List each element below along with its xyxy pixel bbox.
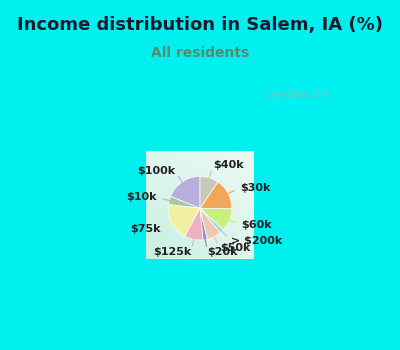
Text: All residents: All residents [151, 46, 249, 60]
Wedge shape [200, 208, 223, 233]
Text: > $200k: > $200k [231, 236, 282, 246]
Text: $75k: $75k [130, 224, 160, 234]
Wedge shape [170, 176, 200, 208]
Wedge shape [168, 205, 200, 236]
Text: $40k: $40k [213, 161, 244, 170]
Wedge shape [200, 208, 207, 240]
Text: $100k: $100k [137, 166, 175, 176]
Wedge shape [185, 208, 203, 240]
Wedge shape [200, 208, 232, 230]
Text: $50k: $50k [220, 243, 250, 253]
Wedge shape [200, 182, 232, 209]
Wedge shape [200, 176, 218, 208]
Text: Income distribution in Salem, IA (%): Income distribution in Salem, IA (%) [17, 16, 383, 34]
Text: $10k: $10k [126, 192, 157, 202]
Text: $125k: $125k [153, 247, 191, 257]
Wedge shape [168, 196, 200, 208]
Wedge shape [200, 208, 220, 239]
Text: $30k: $30k [240, 183, 270, 193]
Text: City-Data.com: City-Data.com [265, 90, 329, 99]
Text: $60k: $60k [242, 220, 272, 230]
Text: $20k: $20k [207, 247, 238, 257]
